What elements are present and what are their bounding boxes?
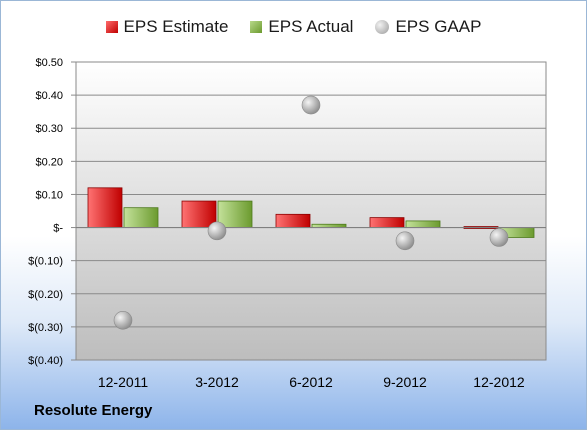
legend-swatch-actual [250, 21, 263, 33]
legend-label-estimate: EPS Estimate [123, 17, 229, 36]
company-name: Resolute Energy [34, 402, 153, 419]
x-tick-label: 12-2011 [98, 374, 149, 390]
x-tick-label: 9-2012 [383, 374, 427, 390]
point-eps-gaap [113, 310, 133, 330]
bar-eps-estimate [87, 187, 123, 228]
bar-eps-estimate [275, 213, 311, 228]
bar-eps-actual [217, 200, 253, 228]
y-tick-label: $(0.20) [28, 289, 63, 301]
y-tick-label: $0.50 [35, 57, 63, 69]
legend-item-estimate: EPS Estimate [105, 17, 229, 37]
x-tick-label: 6-2012 [289, 374, 333, 390]
y-tick-label: $0.40 [35, 90, 63, 102]
point-eps-gaap [489, 228, 509, 247]
x-tick-label: 12-2012 [473, 374, 525, 390]
bar-eps-estimate [181, 200, 217, 228]
legend-item-actual: EPS Actual [250, 17, 353, 37]
y-tick-label: $- [53, 223, 63, 235]
y-tick-label: $0.30 [35, 123, 63, 135]
legend-item-gaap: EPS GAAP [375, 17, 481, 37]
chart-legend: EPS Estimate EPS Actual EPS GAAP [1, 17, 586, 37]
bar-eps-actual [405, 220, 441, 228]
x-tick-label: 3-2012 [195, 374, 239, 390]
y-tick-label: $0.10 [35, 189, 63, 201]
point-eps-gaap [395, 231, 415, 251]
legend-swatch-gaap [375, 20, 390, 34]
legend-swatch-estimate [105, 21, 118, 33]
bar-eps-actual [123, 207, 159, 228]
point-eps-gaap [207, 221, 227, 241]
legend-label-gaap: EPS GAAP [395, 17, 482, 36]
legend-label-actual: EPS Actual [268, 17, 354, 36]
bar-eps-estimate [369, 217, 405, 228]
y-tick-label: $0.20 [35, 156, 63, 168]
y-tick-label: $(0.30) [28, 322, 63, 334]
y-tick-label: $(0.10) [28, 256, 63, 268]
point-eps-gaap [301, 95, 321, 115]
y-tick-label: $(0.40) [28, 355, 63, 367]
